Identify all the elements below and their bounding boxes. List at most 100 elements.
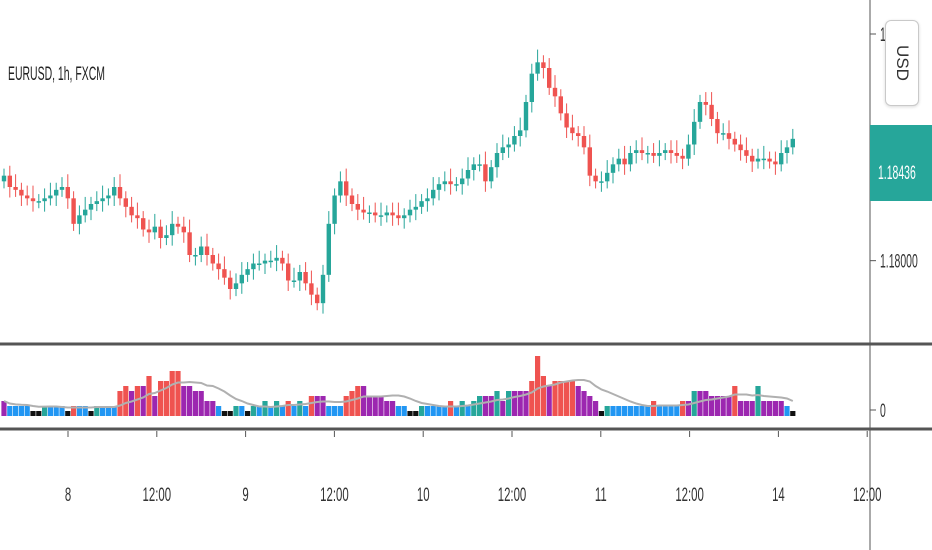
candle bbox=[146, 219, 152, 243]
volume-bar bbox=[337, 406, 343, 416]
candle bbox=[593, 168, 598, 189]
candle bbox=[529, 63, 534, 113]
volume-bar bbox=[129, 391, 135, 416]
candle-body bbox=[315, 294, 320, 304]
volume-bar bbox=[755, 386, 761, 416]
volume-bar bbox=[343, 396, 349, 416]
candle bbox=[680, 148, 685, 170]
candle-body bbox=[413, 206, 418, 210]
volume-bar bbox=[366, 396, 372, 416]
volume-bar bbox=[622, 406, 628, 416]
candle bbox=[767, 151, 772, 169]
candle bbox=[83, 196, 88, 223]
price-tick-label: 1.18000 bbox=[880, 252, 918, 273]
candle-body bbox=[750, 155, 755, 162]
candle-body bbox=[523, 102, 529, 131]
candle bbox=[773, 151, 778, 175]
candle bbox=[436, 177, 442, 201]
volume-bar bbox=[169, 371, 175, 416]
candle bbox=[721, 123, 726, 141]
volume-bar bbox=[465, 406, 471, 416]
volume-bar bbox=[163, 381, 169, 416]
candle bbox=[193, 247, 198, 266]
candle-body bbox=[187, 232, 192, 255]
candle bbox=[378, 202, 384, 226]
candle-body bbox=[355, 204, 360, 210]
candle-body bbox=[146, 229, 152, 233]
price-tick-label: 1 bbox=[880, 25, 886, 46]
candle-body bbox=[326, 223, 331, 275]
candle bbox=[610, 157, 616, 184]
time-tick-label: 12:00 bbox=[320, 485, 349, 506]
candle-body bbox=[634, 150, 639, 153]
volume-bar bbox=[511, 391, 517, 416]
volume-bar bbox=[500, 401, 506, 416]
volume-axis: 0 bbox=[870, 401, 886, 422]
candle bbox=[668, 140, 674, 164]
volume-bar bbox=[680, 401, 686, 416]
candle bbox=[123, 191, 128, 218]
candle bbox=[512, 126, 517, 152]
candle bbox=[100, 185, 105, 212]
candle bbox=[257, 250, 262, 271]
candle bbox=[744, 137, 749, 163]
candle bbox=[697, 94, 703, 129]
candle-body bbox=[576, 133, 581, 136]
candle bbox=[541, 55, 546, 79]
candle-body bbox=[500, 147, 505, 153]
candle-body bbox=[239, 274, 244, 284]
candle-body bbox=[703, 102, 708, 105]
candle-body bbox=[344, 181, 349, 196]
candle bbox=[332, 188, 337, 235]
volume-bar bbox=[187, 386, 193, 416]
volume-bar bbox=[13, 406, 19, 416]
candle bbox=[355, 194, 360, 221]
candle bbox=[755, 148, 761, 169]
volume-bar bbox=[146, 376, 152, 416]
volume-bar bbox=[488, 396, 494, 416]
candle-body bbox=[732, 138, 737, 145]
candle bbox=[175, 216, 181, 234]
candle-body bbox=[390, 212, 395, 216]
candle-body bbox=[164, 235, 169, 238]
currency-button[interactable]: USD bbox=[885, 20, 919, 106]
candle-body bbox=[790, 138, 795, 148]
candle-body bbox=[280, 257, 285, 264]
candle-body bbox=[419, 201, 424, 207]
volume-bar bbox=[772, 401, 778, 416]
candle-body bbox=[442, 181, 447, 185]
candle bbox=[552, 75, 558, 107]
candle bbox=[750, 148, 755, 172]
volume-bar bbox=[233, 406, 239, 416]
time-tick-label: 10 bbox=[417, 485, 430, 506]
candle-body bbox=[367, 212, 372, 214]
candle-body bbox=[274, 257, 279, 261]
candle bbox=[262, 253, 268, 274]
volume-bar bbox=[372, 396, 378, 416]
volume-bar bbox=[227, 411, 233, 416]
candle bbox=[790, 128, 795, 155]
candle bbox=[274, 245, 279, 272]
volume-bar bbox=[395, 406, 401, 416]
last-price-tag-bg bbox=[870, 125, 932, 201]
volume-bar bbox=[442, 406, 448, 416]
volume-bar bbox=[761, 401, 767, 416]
candle bbox=[732, 131, 737, 152]
volume-bar bbox=[198, 391, 204, 416]
candle bbox=[460, 168, 465, 195]
candle-body bbox=[13, 187, 18, 190]
volume-bar bbox=[221, 411, 227, 416]
candle-body bbox=[396, 215, 401, 219]
volume-bar bbox=[743, 401, 749, 416]
candle bbox=[77, 205, 82, 235]
candle-body bbox=[199, 246, 204, 255]
volume-bar bbox=[448, 401, 454, 416]
candle-body bbox=[135, 215, 140, 219]
candle-body bbox=[570, 127, 575, 134]
volume-bar bbox=[662, 406, 668, 416]
candle-body bbox=[541, 62, 546, 68]
candle-body bbox=[657, 153, 662, 156]
candle-body bbox=[564, 113, 569, 128]
